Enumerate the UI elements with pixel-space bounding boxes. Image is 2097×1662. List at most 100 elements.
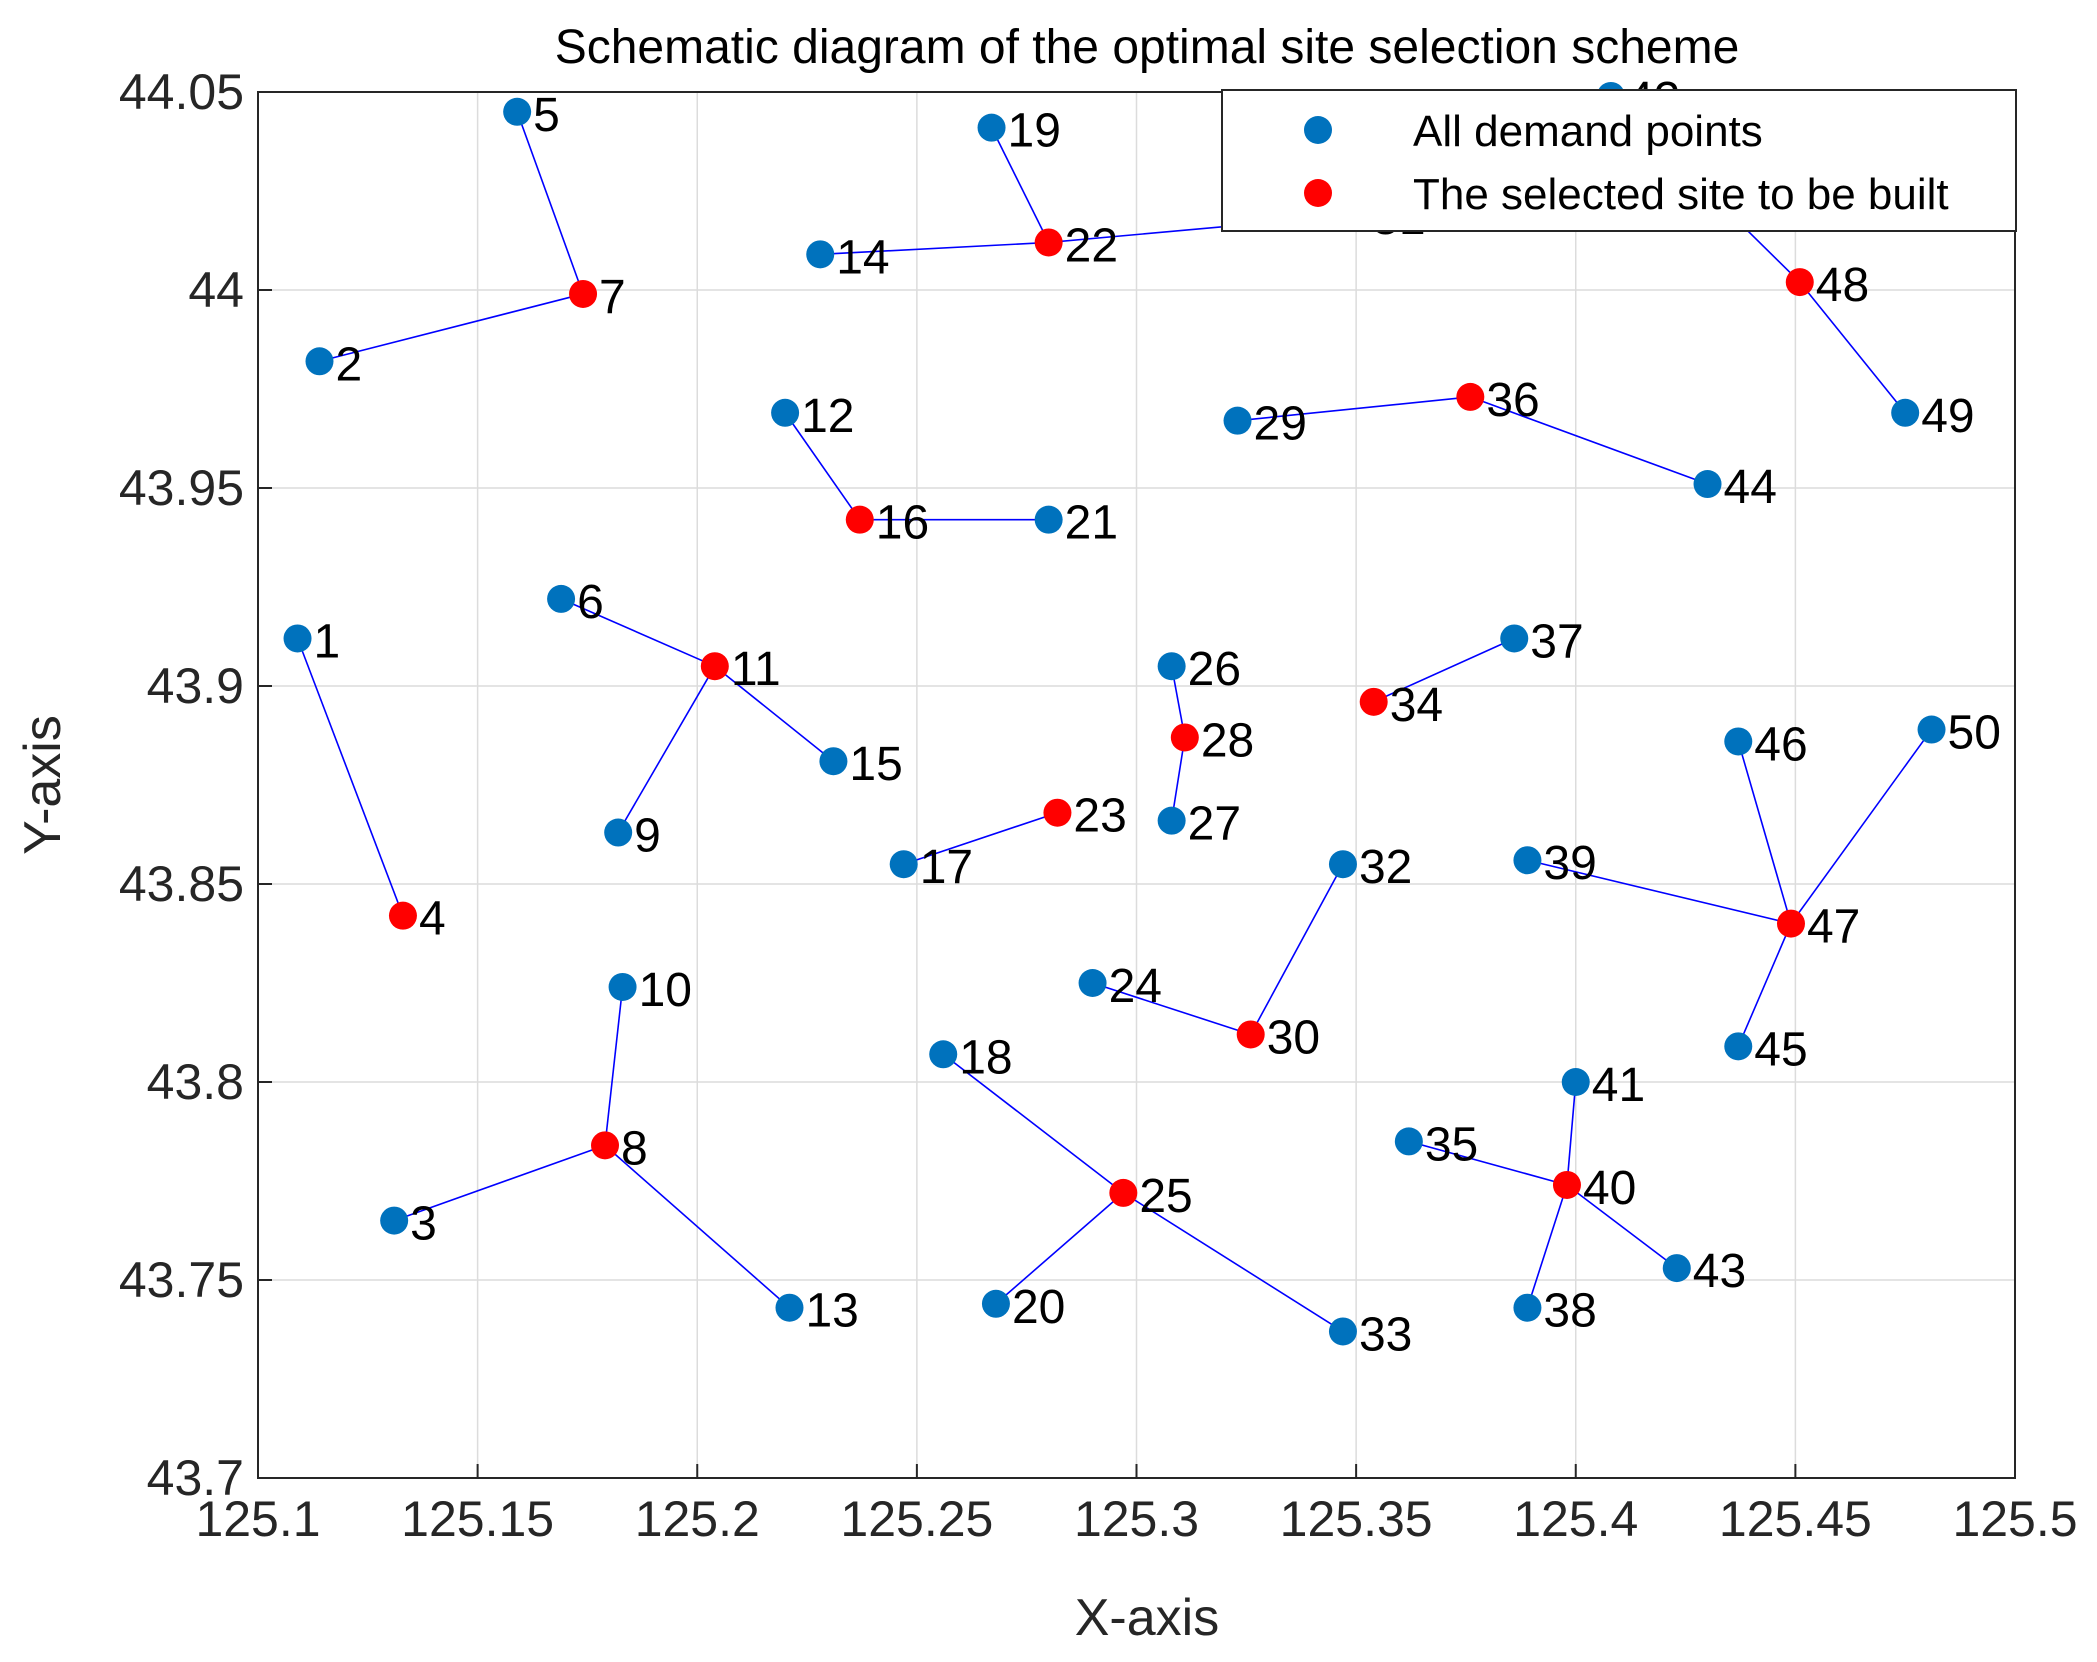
point-label: 37 [1530,615,1583,668]
y-tick-label: 43.95 [119,460,244,516]
demand-point [1078,969,1107,997]
point-label: 34 [1390,679,1443,732]
assignment-link [990,127,1050,243]
point-label: 46 [1754,718,1807,771]
point-label: 23 [1073,790,1126,843]
y-tick-label: 43.85 [119,856,244,912]
demand-point [1513,846,1542,875]
assignment-link [995,1192,1124,1305]
point-label: 20 [1012,1281,1065,1334]
assignment-link [1527,859,1792,925]
point-label: 36 [1486,374,1539,427]
selected-site-point [1109,1178,1138,1207]
point-label: 26 [1188,643,1241,696]
assignment-link [516,111,584,295]
demand-point [1157,806,1186,835]
demand-point [608,972,637,1001]
assignment-link [1122,1192,1344,1333]
y-tick-label: 44 [188,262,244,318]
point-label: 19 [1008,105,1061,158]
demand-point [929,1040,958,1069]
axis-ticks: 125.1 125.15 125.2 125.25 125.3 125.35 125.4 12… [119,64,2078,1547]
selected-site-point [1236,1020,1265,1049]
selected-site-point [1170,723,1199,752]
demand-point [283,624,312,653]
point-label: 11 [731,643,781,696]
demand-point [1394,1127,1423,1156]
selected-site-point [1776,909,1805,938]
x-tick-label: 125.35 [1280,1491,1433,1547]
assignment-link [714,665,834,762]
point-label: 22 [1065,219,1118,272]
assignment-link [820,241,1049,256]
assignment-link [942,1053,1124,1194]
y-tick-label: 43.75 [119,1252,244,1308]
legend: All demand points The selected site to b… [1221,89,2017,232]
point-label: 18 [959,1031,1012,1084]
demand-point [775,1293,804,1322]
assignment-link [617,665,716,833]
point-label: 24 [1109,960,1162,1013]
point-label: 28 [1201,714,1254,767]
x-tick-label: 125.3 [1074,1491,1199,1547]
point-label: 45 [1754,1023,1807,1076]
assignment-link [1470,396,1708,485]
point-label: 9 [634,810,661,863]
point-label: 14 [836,231,889,284]
point-label: 33 [1359,1308,1412,1361]
point-label: 4 [419,893,446,946]
demand-point [1662,1254,1691,1283]
x-tick-label: 125.15 [401,1491,554,1547]
assignment-link [319,293,584,363]
demand-point [305,347,334,376]
point-label: 3 [410,1198,437,1251]
demand-point [1328,1317,1357,1346]
x-tick-label: 125.25 [840,1491,993,1547]
point-label: 7 [599,271,626,324]
demand-point [889,850,918,879]
x-tick-label: 125.4 [1513,1491,1638,1547]
selected-site-point [388,901,417,930]
selected-site-point [1043,798,1072,827]
legend-marker-site [1304,179,1332,207]
point-label: 43 [1693,1245,1746,1298]
point-label: 50 [1948,707,2001,760]
x-axis-label: X-axis [1075,1589,1219,1647]
y-tick-label: 43.9 [147,658,244,714]
point-label: 25 [1139,1170,1192,1223]
data-points [283,81,1946,1346]
assignment-link [1737,923,1792,1047]
selected-site-point [1785,268,1814,297]
assignment-link [1237,396,1471,422]
selected-site-point [1552,1170,1581,1199]
point-label: 8 [621,1122,648,1175]
x-tick-label: 125.2 [635,1491,760,1547]
assignment-link [604,1144,791,1309]
point-label: 38 [1543,1285,1596,1338]
y-tick-label: 43.8 [147,1054,244,1110]
demand-point [981,1289,1010,1318]
point-label: 32 [1359,841,1412,894]
assignment-link [1566,1081,1577,1186]
demand-point [1500,624,1529,653]
point-label: 47 [1807,901,1860,954]
point-label: 29 [1254,398,1307,451]
point-label: 39 [1543,837,1596,890]
point-label: 1 [314,615,341,668]
point-label: 27 [1188,798,1241,851]
point-label: 41 [1592,1059,1645,1112]
demand-point [1891,398,1920,427]
legend-box [1221,89,2017,232]
x-tick-label: 125.5 [1952,1491,2077,1547]
selected-site-point [591,1131,620,1160]
selected-site-point [700,652,729,681]
assignment-link [1799,281,1906,414]
assignment-link [784,412,861,521]
demand-point [1513,1293,1542,1322]
point-label: 5 [533,89,560,142]
demand-point [1034,505,1063,534]
assignment-link [296,638,404,916]
assignment-link [1092,982,1251,1036]
